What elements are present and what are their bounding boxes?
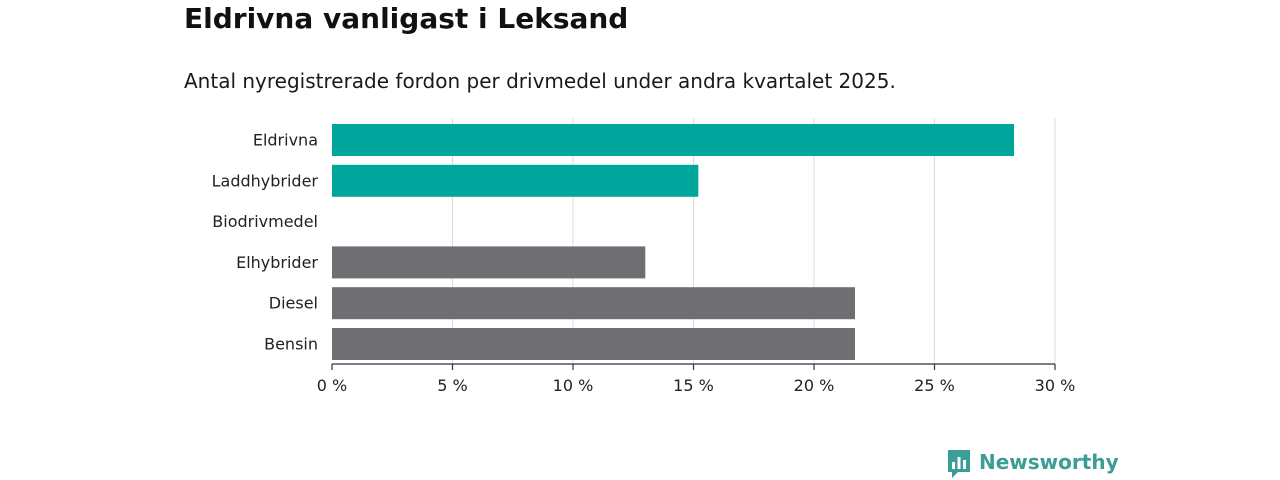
category-label: Laddhybrider [212,171,319,190]
bar [332,328,855,360]
bar-chart: Eldrivna Laddhybrider Biodrivmedel Elhybrid… [212,118,1076,395]
x-tick-label: 15 % [673,376,714,395]
x-tick-label: 30 % [1035,376,1076,395]
brand-name: Newsworthy [979,450,1119,474]
x-tick-label: 10 % [553,376,594,395]
bar [332,246,646,279]
bar [332,287,855,320]
x-tick-label: 5 % [437,376,467,395]
bar [332,164,699,197]
category-label: Elhybrider [236,253,318,272]
bars [332,124,1015,360]
x-tick-label: 25 % [914,376,955,395]
category-labels: Eldrivna Laddhybrider Biodrivmedel Elhybrid… [212,131,319,354]
category-label: Eldrivna [253,131,318,150]
category-label: Bensin [264,335,318,354]
x-axis: 0 % 5 % 10 % 15 % 20 % 25 % 30 % [317,363,1076,395]
x-tick-label: 20 % [794,376,835,395]
grid-lines [452,118,1056,364]
category-label: Biodrivmedel [212,212,318,231]
bar [332,124,1015,156]
category-label: Diesel [269,294,318,313]
x-tick-label: 0 % [317,376,347,395]
newsworthy-logo-icon [948,450,970,478]
chart-title: Eldrivna vanligast i Leksand [184,2,629,35]
newsworthy-brand[interactable]: Newsworthy [947,448,1119,480]
chart-subtitle: Antal nyregistrerade fordon per drivmede… [184,69,896,93]
